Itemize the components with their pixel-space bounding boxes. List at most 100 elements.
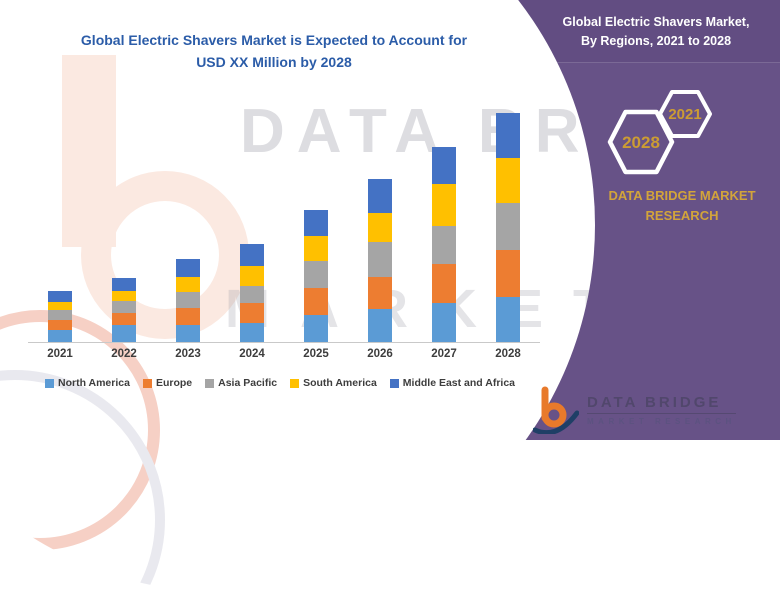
- bar-segment-north-america: [176, 325, 200, 342]
- bar-segment-north-america: [304, 315, 328, 342]
- bar-segment-south-america: [432, 184, 456, 226]
- bar-column-2026: 2026: [348, 82, 412, 360]
- x-axis-label-2025: 2025: [303, 348, 329, 360]
- bar-column-2025: 2025: [284, 82, 348, 360]
- bar-segment-south-america: [240, 266, 264, 286]
- bar-segment-asia-pacific: [48, 310, 72, 320]
- legend-swatch-south-america: [290, 378, 300, 388]
- bar-segment-south-america: [496, 158, 520, 203]
- bar-segment-europe: [176, 308, 200, 325]
- bar-segment-south-america: [368, 213, 392, 242]
- brand-name-line1: DATA BRIDGE MARKET: [608, 188, 756, 203]
- side-panel-title: Global Electric Shavers Market, By Regio…: [540, 13, 772, 51]
- legend-swatch-north-america: [44, 378, 54, 388]
- data-bridge-logo: DATA BRIDGE MARKET RESEARCH: [533, 386, 736, 434]
- brand-name-line2: RESEARCH: [645, 207, 719, 223]
- hexagon-year-2021: 2021: [668, 106, 701, 123]
- watermark-text-line1: DATA BRIDGE: [240, 97, 595, 166]
- legend-swatch-europe: [142, 378, 152, 388]
- x-axis-label-2024: 2024: [239, 348, 265, 360]
- bar-segment-south-america: [112, 291, 136, 301]
- bar-segment-europe: [304, 288, 328, 315]
- stacked-bar-2021: [48, 291, 72, 342]
- bar-segment-middle-east-and-africa: [496, 113, 520, 158]
- bar-segment-south-america: [176, 277, 200, 292]
- stacked-bar-chart: 2021 2022 2023 2024 2025 2026 2027 2028: [28, 82, 540, 360]
- side-panel-title-line2: By Regions, 2021 to 2028: [580, 33, 732, 48]
- stacked-bar-2027: [432, 147, 456, 342]
- bar-segment-middle-east-and-africa: [176, 259, 200, 277]
- legend-label-europe: Europe: [155, 377, 193, 389]
- bar-segment-europe: [48, 320, 72, 330]
- logo-name: DATA BRIDGE: [587, 394, 736, 414]
- bar-segment-middle-east-and-africa: [112, 278, 136, 291]
- hexagon-year-2028: 2028: [622, 133, 660, 152]
- bar-segment-asia-pacific: [432, 226, 456, 264]
- legend-swatch-middle-east-and-africa: [389, 378, 399, 388]
- data-bridge-b-icon: [533, 386, 579, 434]
- legend-item-europe: Europe: [142, 377, 193, 389]
- stacked-bar-2023: [176, 259, 200, 342]
- bar-segment-middle-east-and-africa: [368, 179, 392, 213]
- bar-segment-asia-pacific: [176, 292, 200, 308]
- stacked-bar-2028: [496, 113, 520, 342]
- x-axis-label-2021: 2021: [47, 348, 73, 360]
- bar-column-2027: 2027: [412, 82, 476, 360]
- stacked-bar-2022: [112, 278, 136, 342]
- x-axis-label-2026: 2026: [367, 348, 393, 360]
- legend-swatch-asia-pacific: [205, 378, 215, 388]
- bar-segment-europe: [496, 250, 520, 297]
- bar-segment-europe: [240, 303, 264, 323]
- bar-segment-north-america: [496, 297, 520, 342]
- hexagon-2028-icon: 2028: [607, 109, 675, 175]
- bar-segment-middle-east-and-africa: [432, 147, 456, 184]
- bar-segment-middle-east-and-africa: [48, 291, 72, 302]
- bar-segment-asia-pacific: [304, 261, 328, 288]
- bar-segment-south-america: [48, 302, 72, 310]
- chart-title-line1: Global Electric Shavers Market is Expect…: [80, 32, 468, 48]
- legend-label-asia-pacific: Asia Pacific: [218, 377, 278, 389]
- stacked-bar-2026: [368, 179, 392, 342]
- stacked-bar-2025: [304, 210, 328, 342]
- x-axis-label-2027: 2027: [431, 348, 457, 360]
- bar-segment-north-america: [240, 323, 264, 342]
- watermark-text-line2: MARKET RESEARCH: [225, 279, 595, 339]
- brand-name: DATA BRIDGE MARKET RESEARCH: [588, 186, 776, 225]
- legend-item-north-america: North America: [44, 377, 130, 389]
- legend-label-middle-east-and-africa: Middle East and Africa: [402, 377, 516, 389]
- bar-segment-europe: [432, 264, 456, 303]
- x-axis-label-2028: 2028: [495, 348, 521, 360]
- hexagon-badges: 2021 2028: [607, 90, 712, 175]
- bar-column-2028: 2028: [476, 82, 540, 360]
- bar-segment-asia-pacific: [240, 286, 264, 303]
- legend-item-south-america: South America: [290, 377, 377, 389]
- chart-title: Global Electric Shavers Market is Expect…: [28, 30, 520, 73]
- stacked-bar-2024: [240, 244, 264, 342]
- legend-label-south-america: South America: [303, 377, 377, 389]
- bar-column-2023: 2023: [156, 82, 220, 360]
- bar-segment-europe: [112, 313, 136, 325]
- legend-item-asia-pacific: Asia Pacific: [205, 377, 277, 389]
- bar-column-2024: 2024: [220, 82, 284, 360]
- bar-segment-south-america: [304, 236, 328, 261]
- chart-legend: North America Europe Asia Pacific South Ame…: [20, 377, 540, 389]
- logo-text: DATA BRIDGE MARKET RESEARCH: [587, 394, 736, 426]
- legend-item-middle-east-and-africa: Middle East and Africa: [389, 377, 516, 389]
- bar-segment-north-america: [112, 325, 136, 342]
- bar-segment-middle-east-and-africa: [304, 210, 328, 236]
- chart-title-line2: USD XX Million by 2028: [196, 53, 352, 70]
- bar-segment-asia-pacific: [496, 203, 520, 250]
- bar-segment-north-america: [48, 330, 72, 342]
- x-axis-label-2023: 2023: [175, 348, 201, 360]
- bar-segment-north-america: [368, 309, 392, 342]
- bar-segment-asia-pacific: [112, 301, 136, 313]
- bar-segment-middle-east-and-africa: [240, 244, 264, 266]
- bar-column-2021: 2021: [28, 82, 92, 360]
- logo-tagline: MARKET RESEARCH: [587, 417, 736, 426]
- side-panel-title-line1: Global Electric Shavers Market,: [562, 15, 750, 29]
- bar-segment-europe: [368, 277, 392, 309]
- x-axis-label-2022: 2022: [111, 348, 137, 360]
- bar-segment-north-america: [432, 303, 456, 342]
- legend-label-north-america: North America: [57, 377, 130, 389]
- bar-column-2022: 2022: [92, 82, 156, 360]
